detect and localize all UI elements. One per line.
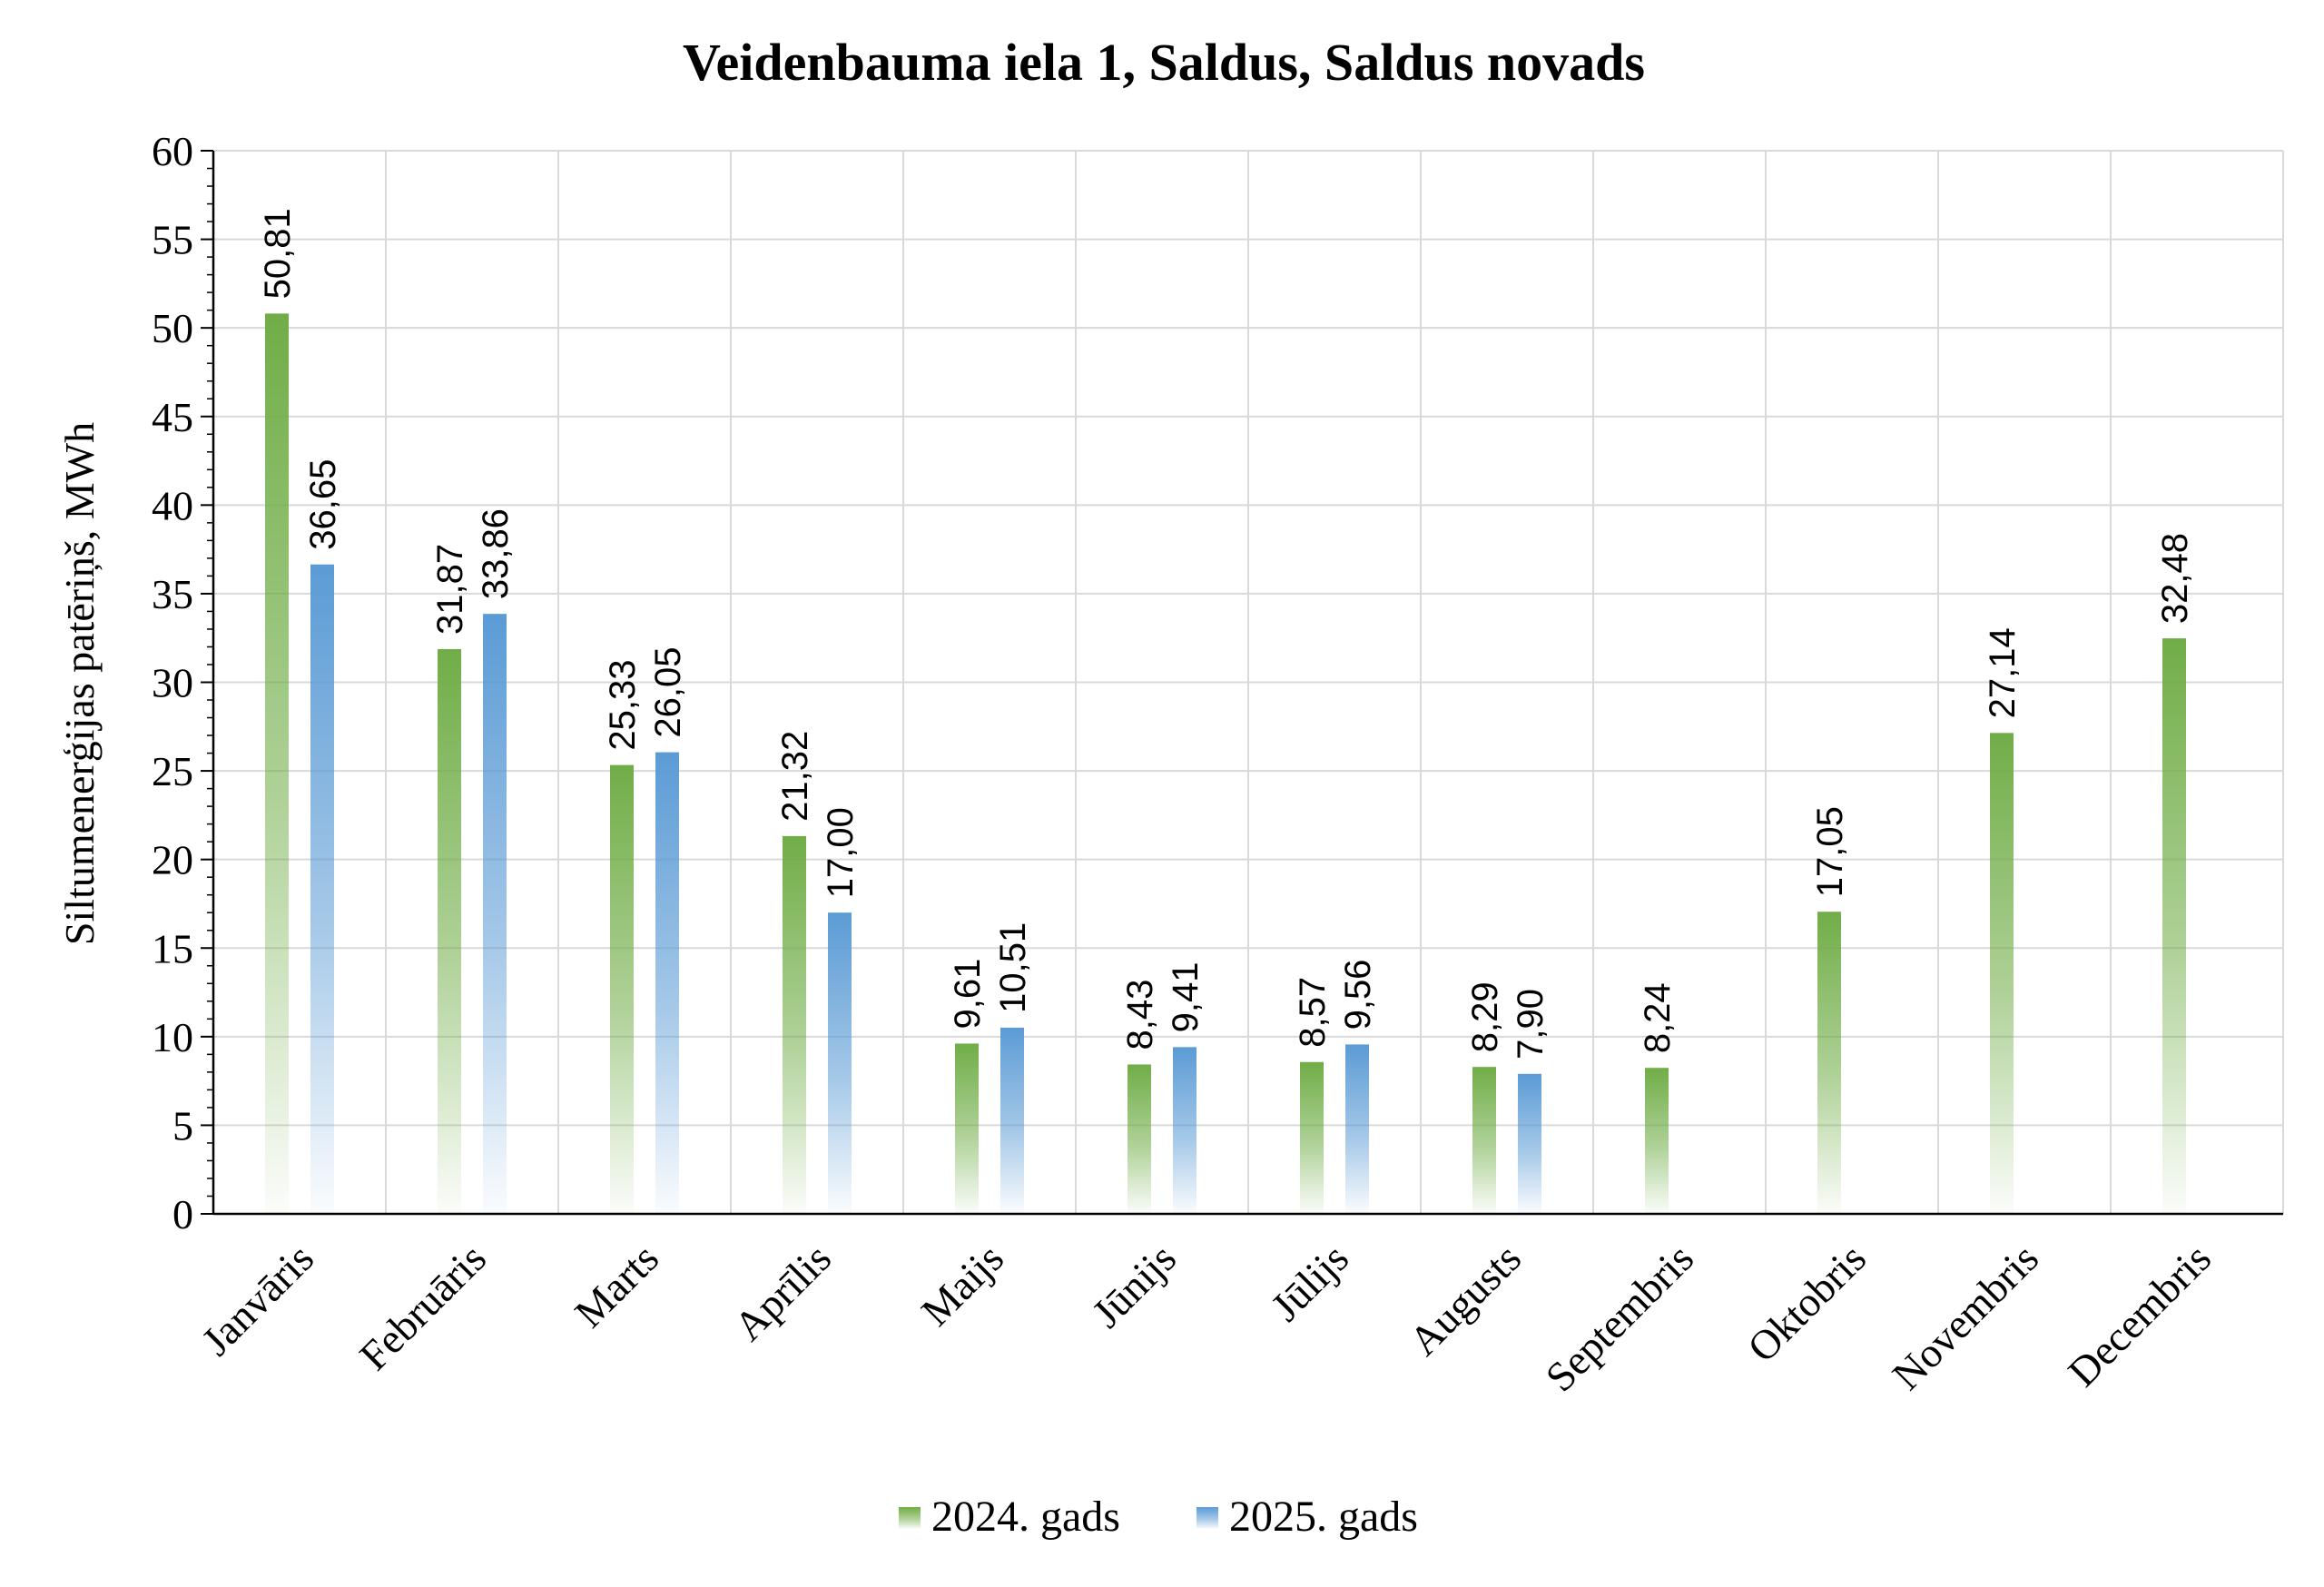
x-tick-label: Decembris <box>2059 1235 2220 1395</box>
x-tick-label: Oktobris <box>1738 1235 1875 1371</box>
data-label: 8,29 <box>1465 981 1505 1052</box>
bar <box>655 752 679 1214</box>
bar <box>610 764 634 1214</box>
data-label: 50,81 <box>258 208 298 299</box>
bar <box>1518 1073 1541 1214</box>
x-tick-label: Augusts <box>1400 1235 1530 1365</box>
data-labels: 50,81 31,87 25,33 21,32 9,61 8,43 8,57 8,29 8,24… <box>258 208 2195 1060</box>
y-tick-label: 45 <box>152 394 193 440</box>
data-label: 10,51 <box>993 922 1033 1013</box>
gridlines <box>212 150 2284 1214</box>
x-axis-ticks: Janvāris Februāris Marts Aprīlis Maijs Jūnijs… <box>192 1212 2283 1400</box>
x-tick-label: Janvāris <box>192 1235 322 1365</box>
y-tick-label: 55 <box>152 217 193 263</box>
data-label: 36,65 <box>303 459 343 550</box>
bar <box>783 835 806 1214</box>
y-tick-label: 25 <box>152 748 193 794</box>
y-tick-label: 0 <box>172 1191 193 1237</box>
data-label: 32,48 <box>2155 533 2195 624</box>
bar <box>955 1043 979 1214</box>
y-tick-label: 35 <box>152 571 193 617</box>
data-label: 8,24 <box>1638 982 1678 1053</box>
data-label: 33,86 <box>476 508 516 599</box>
bar <box>2162 638 2186 1214</box>
bar <box>1990 733 2014 1214</box>
legend-label: 2024. gads <box>931 1493 1120 1541</box>
x-tick-label: Novembris <box>1883 1235 2047 1399</box>
y-tick-label: 30 <box>152 660 193 706</box>
legend-swatch <box>1196 1507 1218 1529</box>
y-tick-label: 40 <box>152 482 193 528</box>
y-tick-label: 10 <box>152 1014 193 1060</box>
bar <box>438 649 461 1214</box>
y-tick-label: 50 <box>152 305 193 351</box>
data-label: 9,41 <box>1166 961 1206 1032</box>
data-label: 17,05 <box>1810 806 1850 897</box>
y-tick-label: 5 <box>172 1102 193 1148</box>
data-label: 9,56 <box>1338 960 1378 1030</box>
chart-title: Veidenbauma iela 1, Saldus, Saldus novad… <box>683 33 1645 92</box>
legend: 2024. gads 2025. gads <box>899 1493 1418 1541</box>
legend-swatch <box>899 1507 921 1529</box>
bar <box>265 313 289 1214</box>
x-tick-label: Maijs <box>912 1235 1012 1335</box>
y-axis-ticks: 0 5 10 15 20 25 30 35 40 45 50 55 60 <box>152 128 215 1237</box>
x-tick-label: Jūnijs <box>1083 1235 1185 1336</box>
y-tick-label: 60 <box>152 128 193 174</box>
x-tick-label: Aprīlis <box>725 1235 840 1349</box>
data-label: 7,90 <box>1511 989 1551 1060</box>
data-label: 8,43 <box>1120 980 1160 1050</box>
y-axis-label: Siltumenerģijas patēriņš, MWh <box>56 422 103 945</box>
data-label: 27,14 <box>1983 627 2023 718</box>
bar <box>1817 912 1841 1214</box>
data-label: 21,32 <box>775 731 815 822</box>
bars <box>265 313 2186 1214</box>
x-tick-label: Jūlijs <box>1262 1235 1357 1330</box>
data-label: 26,05 <box>648 646 688 737</box>
bar <box>310 564 334 1214</box>
data-label: 9,61 <box>948 959 988 1030</box>
data-label: 17,00 <box>821 807 861 898</box>
bar <box>1000 1027 1024 1214</box>
bar <box>1173 1047 1196 1214</box>
data-label: 25,33 <box>603 660 643 751</box>
y-tick-label: 20 <box>152 837 193 883</box>
data-label: 31,87 <box>430 544 470 635</box>
x-tick-label: Februāris <box>350 1235 495 1379</box>
data-label: 8,57 <box>1293 977 1333 1048</box>
bar <box>483 614 507 1214</box>
bar <box>1645 1068 1669 1214</box>
legend-label: 2025. gads <box>1229 1493 1418 1541</box>
bar <box>1300 1061 1324 1214</box>
x-tick-label: Marts <box>566 1235 667 1336</box>
y-tick-label: 15 <box>152 925 193 971</box>
bar <box>1345 1044 1369 1214</box>
x-tick-label: Septembris <box>1537 1235 1702 1400</box>
bar <box>828 912 852 1214</box>
bar <box>1128 1064 1151 1214</box>
bar <box>1472 1067 1496 1214</box>
